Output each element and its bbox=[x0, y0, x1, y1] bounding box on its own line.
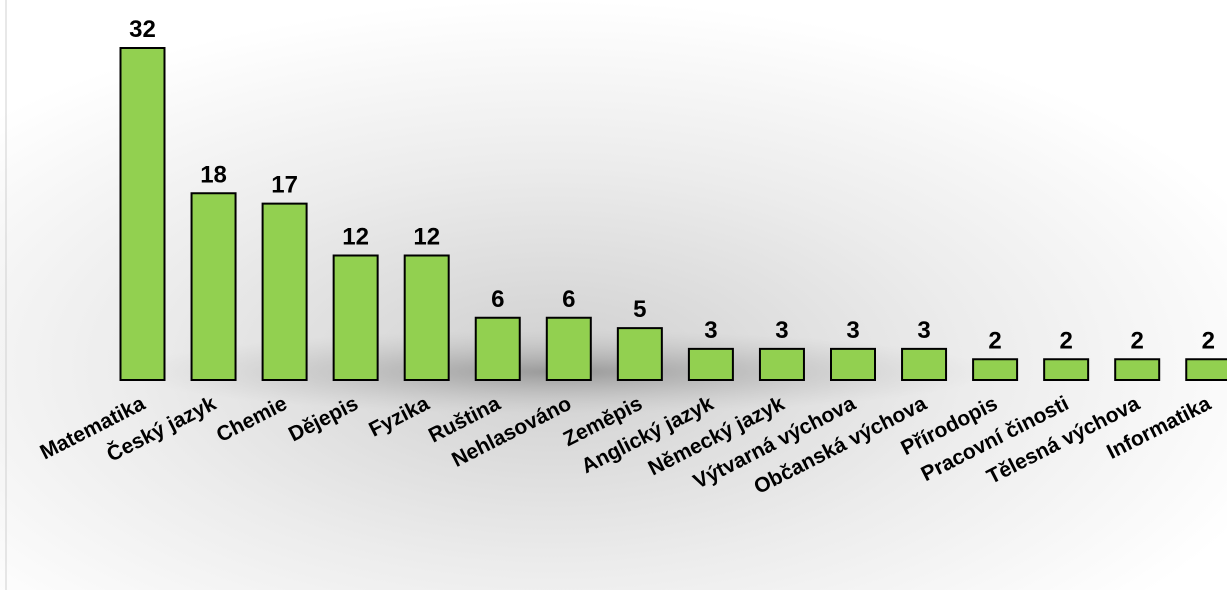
data-label: 6 bbox=[491, 286, 504, 313]
bar bbox=[474, 316, 521, 381]
bar bbox=[1114, 358, 1161, 381]
data-label: 12 bbox=[413, 224, 440, 251]
data-label: 2 bbox=[1202, 327, 1215, 354]
data-label: 2 bbox=[1131, 327, 1144, 354]
data-label: 2 bbox=[1059, 327, 1072, 354]
bar bbox=[687, 347, 734, 381]
bar bbox=[261, 202, 308, 381]
bar bbox=[403, 254, 450, 381]
bar bbox=[1185, 358, 1227, 381]
bar bbox=[119, 47, 166, 381]
data-label: 17 bbox=[271, 172, 298, 199]
bar bbox=[616, 327, 663, 381]
data-label: 18 bbox=[200, 161, 227, 188]
bar bbox=[830, 347, 876, 381]
bar bbox=[972, 358, 1019, 381]
data-label: 5 bbox=[633, 296, 646, 323]
bar bbox=[332, 254, 379, 381]
data-label: 3 bbox=[846, 317, 859, 344]
bar bbox=[758, 347, 805, 381]
data-label: 3 bbox=[775, 317, 788, 344]
bar bbox=[1043, 358, 1090, 381]
bar bbox=[901, 347, 948, 381]
data-label: 32 bbox=[129, 16, 156, 43]
data-label: 12 bbox=[342, 224, 369, 251]
data-label: 3 bbox=[917, 317, 930, 344]
bar bbox=[545, 316, 592, 381]
data-label: 2 bbox=[988, 327, 1001, 354]
data-label: 6 bbox=[562, 286, 575, 313]
bar bbox=[190, 192, 237, 381]
data-label: 3 bbox=[704, 317, 717, 344]
bars-group bbox=[119, 47, 1227, 381]
